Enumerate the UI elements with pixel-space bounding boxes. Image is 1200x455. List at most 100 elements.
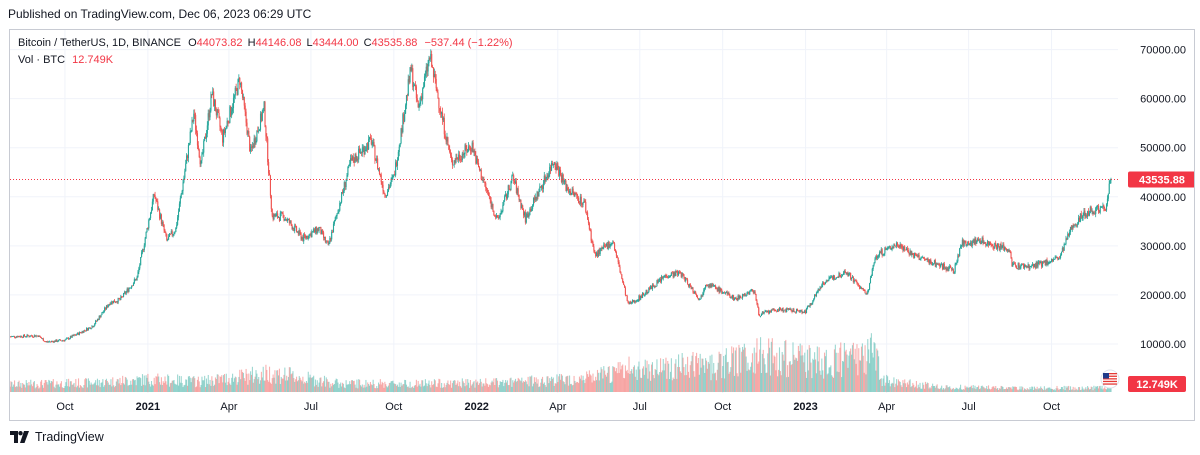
volume-bar bbox=[490, 382, 492, 392]
candle-body bbox=[623, 282, 625, 285]
candle-body bbox=[505, 194, 507, 197]
volume-bar bbox=[1006, 388, 1008, 392]
candle-body bbox=[1025, 266, 1027, 267]
candle-body bbox=[508, 185, 510, 190]
candle-body bbox=[677, 271, 679, 276]
volume-bar bbox=[229, 383, 231, 392]
candle-body bbox=[854, 280, 856, 281]
candle-body bbox=[964, 241, 966, 242]
candle-body bbox=[594, 250, 596, 254]
volume-bars bbox=[10, 333, 1112, 392]
candle-body bbox=[1050, 261, 1052, 263]
candle-body bbox=[52, 341, 54, 343]
volume-bar bbox=[769, 375, 772, 392]
candle-body bbox=[996, 244, 999, 249]
volume-bar bbox=[205, 387, 207, 392]
candle-body bbox=[833, 275, 835, 280]
volume-bar bbox=[794, 359, 796, 392]
candle-body bbox=[1017, 263, 1019, 269]
candle-body bbox=[730, 296, 732, 298]
volume-bar bbox=[538, 386, 540, 392]
candle-body bbox=[353, 161, 355, 163]
volume-bar bbox=[523, 381, 526, 392]
candle-body bbox=[47, 341, 49, 343]
volume-bar bbox=[687, 371, 690, 392]
volume-bar bbox=[558, 376, 560, 392]
volume-bar bbox=[871, 352, 873, 392]
candle-body bbox=[110, 303, 112, 305]
candle-body bbox=[972, 240, 974, 242]
volume-bar bbox=[419, 383, 421, 392]
candle-body bbox=[491, 203, 493, 208]
symbol-name[interactable]: Bitcoin / TetherUS, 1D, BINANCE bbox=[18, 37, 182, 49]
volume-bar bbox=[239, 369, 241, 392]
candle-body bbox=[642, 293, 644, 296]
candle-body bbox=[266, 136, 268, 139]
candle-body bbox=[1104, 208, 1106, 211]
candle-body bbox=[225, 125, 227, 129]
volume-bar bbox=[303, 383, 305, 392]
volume-bar bbox=[878, 356, 880, 392]
volume-bar bbox=[879, 379, 881, 392]
volume-bar bbox=[942, 389, 944, 392]
volume-bar bbox=[46, 382, 48, 392]
volume-bar bbox=[47, 384, 49, 392]
price-chart[interactable]: 70000.0060000.0050000.0040000.0030000.00… bbox=[10, 30, 1194, 420]
volume-bar bbox=[257, 379, 259, 392]
volume-bar bbox=[489, 385, 491, 392]
candle-body bbox=[501, 211, 503, 213]
tradingview-logo[interactable]: TradingView bbox=[10, 430, 104, 444]
volume-bar bbox=[39, 387, 41, 392]
volume-bar bbox=[1032, 386, 1034, 392]
candle-body bbox=[510, 181, 512, 190]
volume-label[interactable]: Vol · BTC bbox=[18, 54, 66, 66]
candle-body bbox=[416, 98, 418, 101]
volume-bar bbox=[1094, 388, 1096, 392]
candle-body bbox=[351, 156, 353, 161]
volume-bar bbox=[274, 370, 276, 392]
candle-body bbox=[733, 298, 735, 301]
candle-body bbox=[19, 336, 21, 338]
volume-bar bbox=[355, 387, 357, 392]
candle-body bbox=[136, 276, 138, 281]
candle-body bbox=[490, 200, 492, 208]
volume-bar bbox=[829, 367, 831, 392]
candle-body bbox=[232, 108, 234, 112]
candle-body bbox=[442, 117, 444, 121]
volume-bar bbox=[351, 380, 353, 392]
volume-bar bbox=[424, 379, 426, 392]
candle-body bbox=[194, 113, 196, 116]
candle-body bbox=[576, 193, 578, 196]
candle-body bbox=[952, 269, 954, 274]
candle-body bbox=[804, 310, 806, 313]
candle-body bbox=[898, 245, 900, 248]
volume-bar bbox=[774, 356, 776, 392]
volume-bar bbox=[574, 380, 576, 392]
volume-bar bbox=[571, 385, 573, 392]
candle-body bbox=[142, 249, 144, 251]
candle-body bbox=[566, 187, 568, 192]
candle-body bbox=[650, 285, 653, 289]
candle-body bbox=[326, 241, 328, 243]
candle-body bbox=[469, 147, 472, 151]
candle-body bbox=[699, 299, 701, 300]
volume-bar bbox=[334, 380, 336, 392]
volume-bar bbox=[71, 384, 73, 392]
volume-bar bbox=[863, 372, 865, 392]
candle-body bbox=[1058, 257, 1060, 260]
volume-bar bbox=[113, 385, 115, 392]
volume-bar bbox=[540, 382, 542, 392]
volume-bar bbox=[128, 385, 130, 392]
candle-body bbox=[951, 269, 954, 271]
volume-bar bbox=[815, 373, 817, 392]
chart-area[interactable]: 70000.00 60000.00 50000.00 40000.00 30000.00… bbox=[9, 29, 1195, 421]
candle-body bbox=[249, 136, 251, 152]
candle-body bbox=[419, 101, 421, 104]
candle-body bbox=[624, 287, 626, 295]
volume-bar bbox=[631, 369, 633, 392]
volume-bar bbox=[778, 369, 780, 392]
volume-bar bbox=[852, 342, 854, 392]
volume-bar bbox=[517, 377, 519, 392]
candle-body bbox=[1105, 210, 1107, 212]
volume-bar bbox=[1040, 386, 1042, 392]
